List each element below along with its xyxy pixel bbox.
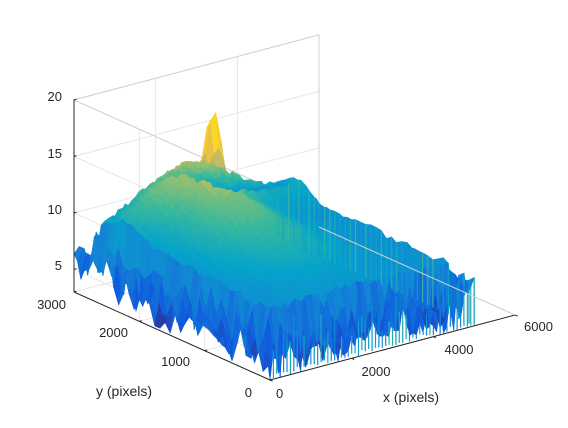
x-tick-mark: [351, 357, 355, 360]
y-tick-label-2000: 2000: [99, 325, 128, 340]
y-tick-mark: [269, 378, 273, 381]
x-axis-line: [269, 314, 516, 381]
surface: [73, 112, 475, 381]
y-tick-label-3000: 3000: [37, 297, 66, 312]
wall-grid-line: [73, 90, 320, 157]
x-tick-label-2000: 2000: [362, 364, 391, 379]
box-edge: [318, 226, 516, 316]
z-tick-mark: [73, 155, 77, 157]
y-tick-mark: [73, 290, 77, 293]
z-tick-label-5: 5: [55, 258, 62, 273]
z-tick-label-15: 15: [48, 146, 62, 161]
z-tick-mark: [73, 211, 77, 214]
x-axis-label: x (pixels): [383, 389, 439, 405]
x-tick-label-0: 0: [276, 386, 283, 401]
z-tick-label-20: 20: [48, 89, 62, 104]
box-edge: [72, 34, 320, 227]
y-axis-label: y (pixels): [96, 383, 152, 399]
x-tick-mark: [514, 314, 518, 317]
x-tick-label-6000: 6000: [524, 319, 553, 334]
z-tick-label-10: 10: [48, 202, 62, 217]
y-axis-line: [73, 291, 271, 381]
z-tick-mark: [73, 98, 77, 101]
y-tick-mark: [139, 320, 142, 322]
front-axes: [73, 98, 518, 382]
y-tick-label-0: 0: [245, 385, 252, 400]
z-tick-mark: [73, 268, 77, 270]
y-tick-mark: [204, 349, 208, 352]
x-tick-mark: [433, 336, 437, 339]
y-tick-label-1000: 1000: [161, 354, 190, 369]
x-tick-label-4000: 4000: [445, 342, 474, 357]
